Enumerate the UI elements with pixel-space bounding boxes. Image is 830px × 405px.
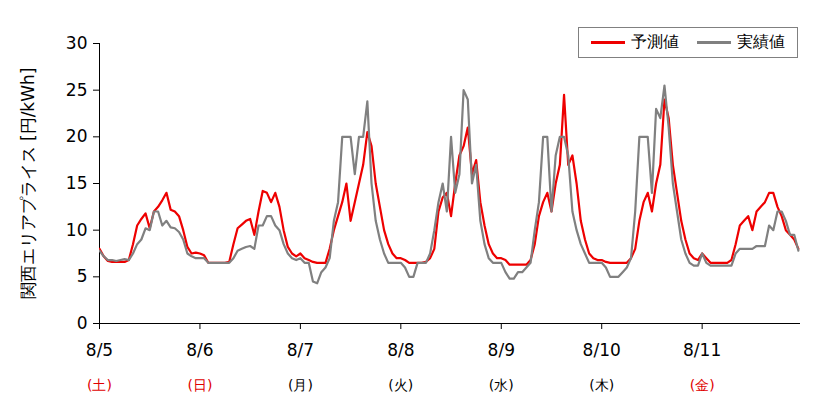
- svg-text:25: 25: [66, 80, 88, 100]
- svg-text:10: 10: [66, 220, 88, 240]
- html-text:実績値: 実績値: [737, 32, 785, 51]
- svg-text:8/7: 8/7: [287, 340, 314, 360]
- svg-text:8/8: 8/8: [387, 340, 414, 360]
- svg-text:8/5: 8/5: [86, 340, 113, 360]
- svg-text:(火): (火): [388, 377, 413, 393]
- html-text:予測値: 予測値: [631, 32, 679, 51]
- svg-text:5: 5: [77, 266, 88, 286]
- svg-text:30: 30: [66, 33, 88, 53]
- svg-text:(水): (水): [489, 377, 514, 393]
- svg-text:関西エリアプライス [円/kWh]: 関西エリアプライス [円/kWh]: [18, 68, 38, 300]
- svg-text:(木): (木): [589, 377, 614, 393]
- svg-text:(日): (日): [187, 377, 212, 393]
- svg-text:8/9: 8/9: [488, 340, 515, 360]
- svg-text:8/6: 8/6: [186, 340, 213, 360]
- svg-text:8/10: 8/10: [583, 340, 621, 360]
- svg-text:0: 0: [77, 313, 88, 333]
- svg-text:20: 20: [66, 126, 88, 146]
- svg-text:15: 15: [66, 173, 88, 193]
- svg-text:8/11: 8/11: [683, 340, 721, 360]
- svg-text:(月): (月): [288, 377, 313, 393]
- svg-text:(金): (金): [690, 377, 715, 393]
- svg-text:(土): (土): [87, 377, 112, 393]
